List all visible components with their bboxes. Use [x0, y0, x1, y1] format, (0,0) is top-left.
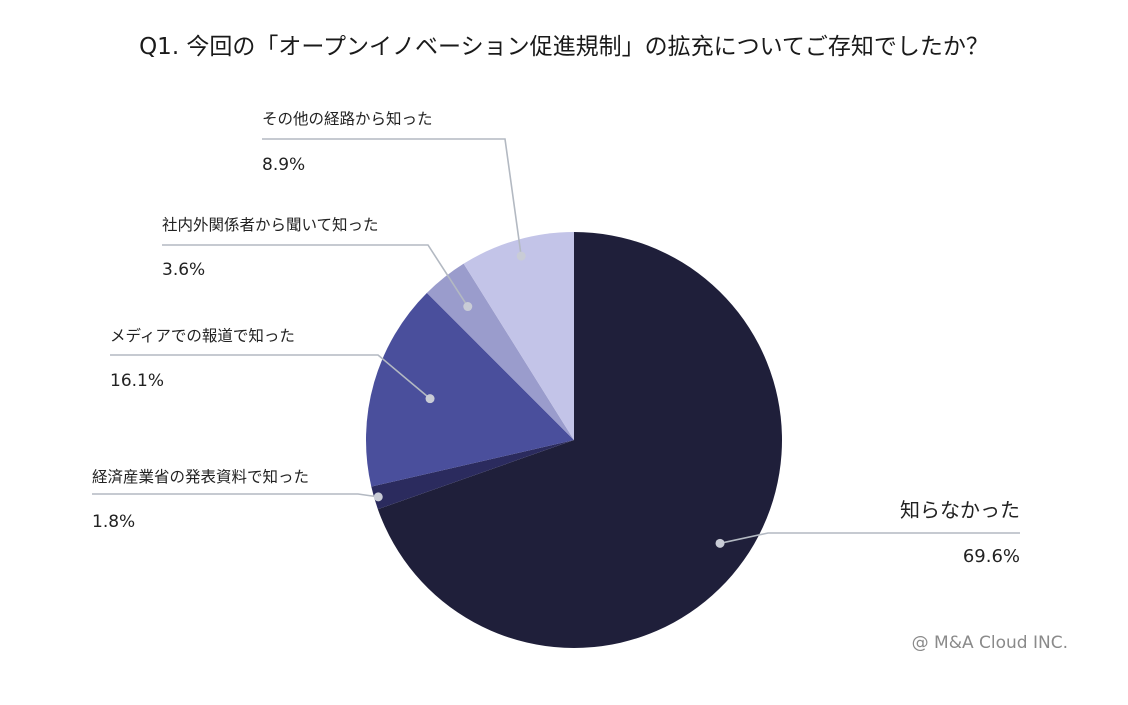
slice-category-label: メディアでの報道で知った: [110, 326, 295, 345]
leader-line: [719, 532, 1020, 545]
slice-value-label: 16.1%: [110, 371, 164, 391]
slice-category-label: その他の経路から知った: [262, 110, 433, 128]
pie-slices: [365, 232, 782, 649]
pie-slice: [463, 232, 574, 440]
leader-dot: [463, 302, 473, 312]
leader-line: [110, 354, 431, 400]
leader-lines: [92, 138, 1020, 548]
leader-dot: [516, 251, 526, 261]
slice-value-label: 1.8%: [92, 512, 135, 532]
pie-slice: [371, 440, 574, 510]
chart-title: Q1. 今回の「オープンイノベーション促進規制」の拡充についてご存知でしたか？: [139, 34, 989, 60]
credit-text: @ M&A Cloud INC.: [912, 633, 1068, 653]
slice-value-label: 3.6%: [162, 260, 205, 280]
leader-dot: [425, 394, 435, 404]
slice-value-label: 69.6%: [963, 546, 1020, 567]
slice-labels: 知らなかった 69.6% 経済産業省の発表資料で知った 1.8% メディアでの報道で知っ…: [92, 110, 1020, 567]
slice-category-label: 社内外関係者から聞いて知った: [162, 216, 379, 234]
slice-category-label: 知らなかった: [900, 498, 1020, 522]
slice-category-label: 経済産業省の発表資料で知った: [92, 468, 309, 486]
leader-line: [262, 138, 522, 257]
leader-line: [92, 493, 379, 498]
slice-value-label: 8.9%: [262, 155, 305, 175]
leader-dot: [715, 538, 725, 548]
leader-line: [162, 244, 469, 307]
pie-slice: [365, 292, 574, 487]
pie-slice: [377, 232, 782, 649]
leader-dot: [373, 492, 383, 502]
